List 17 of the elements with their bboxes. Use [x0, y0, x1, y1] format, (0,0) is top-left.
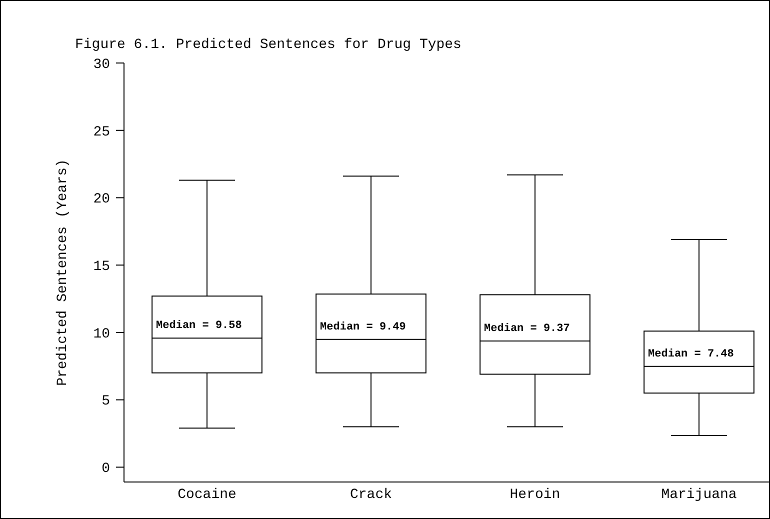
y-tick-label: 0	[102, 461, 110, 478]
x-tick-label: Crack	[350, 487, 392, 503]
chart-title: Figure 6.1. Predicted Sentences for Drug Types	[75, 37, 462, 53]
y-tick-label: 5	[102, 394, 110, 410]
x-tick-label: Marijuana	[661, 487, 737, 503]
y-tick-label: 25	[93, 124, 110, 140]
annotation: Median = 9.49	[320, 321, 406, 334]
x-tick-label: Heroin	[510, 487, 560, 503]
x-tick-label: Cocaine	[178, 487, 236, 503]
y-tick-label: 15	[93, 258, 110, 275]
annotation: Median = 9.37	[484, 322, 570, 335]
y-tick-label: 20	[93, 192, 110, 208]
y-tick-label: 10	[93, 326, 110, 342]
y-tick-label: 30	[93, 56, 110, 73]
y-axis-title: Predicted Sentences (Years)	[55, 159, 71, 386]
annotation: Median = 7.48	[648, 348, 734, 360]
annotation: Median = 9.58	[156, 320, 242, 332]
